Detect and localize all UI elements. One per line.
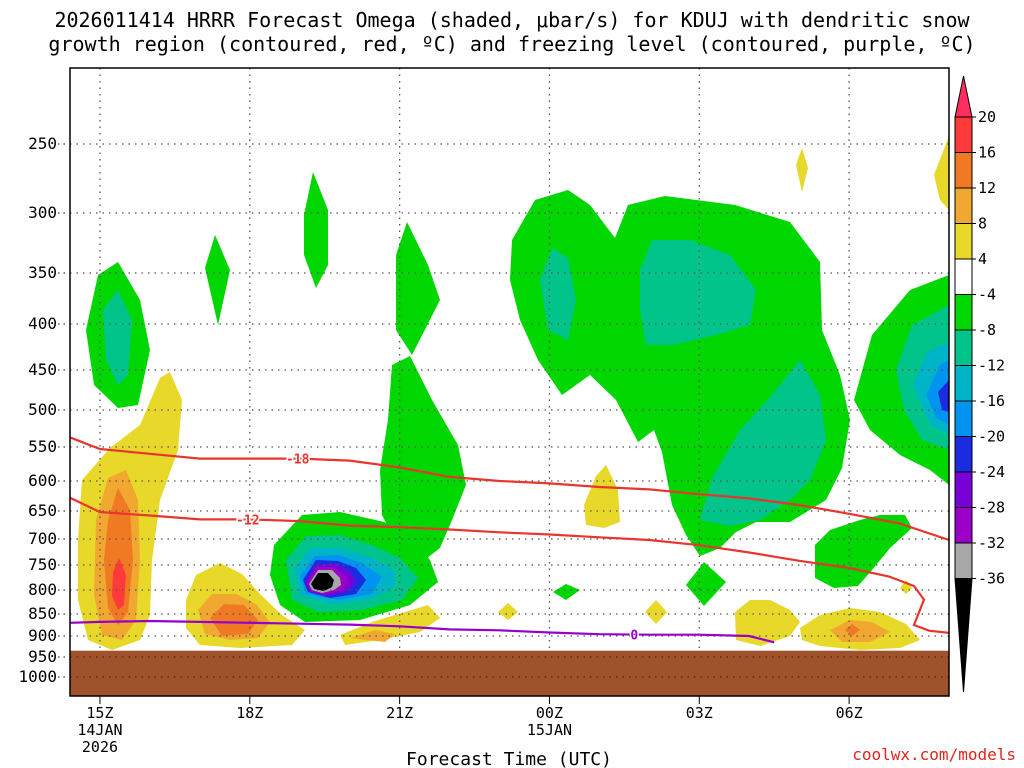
omega-region [205,235,230,325]
colorbar-top-arrow [954,75,973,118]
colorbar-segment [954,152,973,189]
omega-region [103,290,132,385]
omega-region [498,603,518,620]
omega-region [815,515,912,588]
y-tick-label: 400 [28,314,57,333]
colorbar-segment [954,258,973,295]
colorbar-label: 4 [978,250,987,268]
x-tick-label: 18Z [236,704,263,722]
colorbar-segment [954,400,973,437]
y-tick-label: 950 [28,647,57,666]
colorbar-bottom-arrow [954,578,973,693]
omega-region [796,148,808,192]
omega-region [645,600,667,624]
colorbar-label: -24 [978,463,1005,481]
gridlines [70,68,949,696]
colorbar-label: 12 [978,179,996,197]
colorbar-label: -28 [978,499,1005,517]
omega-region [112,558,126,610]
y-tick-label: 700 [28,529,57,548]
colorbar-label: -4 [978,286,996,304]
contour-line-0 [70,619,775,644]
y-tick-label: 600 [28,471,57,490]
credit-text: coolwx.com/models [852,745,1016,764]
omega-region [104,488,133,625]
colorbar-segment [954,507,973,544]
y-tick-label: 450 [28,360,57,379]
y-tick-label: 750 [28,555,57,574]
colorbar-label: -36 [978,570,1005,588]
colorbar-segment [954,471,973,508]
omega-region [735,600,800,646]
contour-label: -12 [236,513,259,528]
colorbar-label: -32 [978,534,1005,552]
y-tick-label: 300 [28,203,57,222]
colorbar-label: 20 [978,108,996,126]
colorbar-segment [954,116,973,153]
y-tick-label: 900 [28,626,57,645]
colorbar-label: -8 [978,321,996,339]
x-tick-label: 21Z [386,704,413,722]
colorbar-segment [954,436,973,473]
colorbar-label: -12 [978,357,1005,375]
contour-label: -18 [286,453,310,468]
y-tick-label: 250 [28,134,57,153]
colorbar-segment [954,365,973,402]
contour-line--12 [70,496,949,634]
contour-line--18 [70,436,949,542]
title-line-2: growth region (contoured, red, ºC) and f… [48,32,976,56]
contour-label: 0 [630,629,638,644]
colorbar-label: -16 [978,392,1005,410]
omega-region [686,562,726,606]
chart-title: 2026011414 HRRR Forecast Omega (shaded, … [0,8,1024,56]
colorbar-segment [954,223,973,260]
omega-region [640,240,756,345]
plot-area: -18 -12 0 [70,68,949,696]
y-axis-labels: 250 300 350 400 450 500 550 600 650 700 750 800 850 9… [18,134,70,686]
omega-region [210,604,258,636]
omega-shading [78,136,949,650]
colorbar-label: -20 [978,428,1005,446]
colorbar-segment [954,329,973,366]
y-tick-label: 500 [28,400,57,419]
omega-region [830,620,890,642]
colorbar-segment [954,294,973,331]
omega-region [934,136,949,210]
y-tick-label: 650 [28,501,57,520]
y-tick-label: 550 [28,437,57,456]
colorbar-label: 16 [978,144,996,162]
ground-surface [70,650,949,696]
x-tick-date: 14JAN [77,721,122,739]
contours: -18 -12 0 [70,436,949,645]
x-tick-date: 15JAN [527,721,572,739]
omega-region [304,172,328,288]
y-tick-label: 350 [28,263,57,282]
omega-core [311,573,334,591]
x-tick-label: 15Z [86,704,113,722]
y-tick-label: 850 [28,604,57,623]
title-line-1: 2026011414 HRRR Forecast Omega (shaded, … [54,8,970,32]
colorbar-segment [954,542,973,579]
x-tick-label: 00Z [536,704,563,722]
x-tick-year: 2026 [82,738,118,756]
plot-frame [69,67,950,697]
omega-region [584,465,620,528]
omega-region [553,584,580,600]
y-tick-label: 800 [28,580,57,599]
colorbar-label: 8 [978,215,987,233]
y-tick-label: 1000 [18,667,57,686]
colorbar: 20 16 12 8 4 -4 -8 -12 -16 -20 -24 -28 -32 -36 [954,75,1005,693]
colorbar-segment [954,187,973,224]
x-tick-label: 06Z [836,704,863,722]
omega-region [938,380,949,412]
omega-region [700,360,826,526]
x-tick-label: 03Z [686,704,713,722]
x-axis-title: Forecast Time (UTC) [406,749,612,768]
omega-region [396,222,440,355]
omega-region [350,630,395,642]
